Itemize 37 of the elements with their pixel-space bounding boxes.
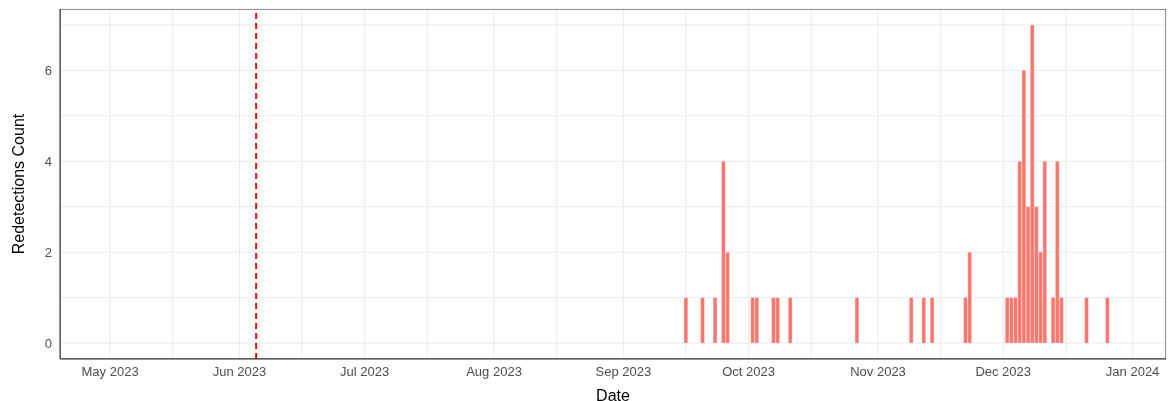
x-tick-label: May 2023	[81, 364, 139, 380]
bar	[788, 297, 793, 344]
bar	[750, 297, 755, 344]
bar	[967, 252, 972, 344]
x-tick-label: Dec 2023	[975, 364, 1032, 380]
bar	[909, 297, 914, 344]
x-tick-label: Oct 2023	[722, 364, 776, 380]
bar	[683, 297, 688, 344]
bar	[700, 297, 705, 344]
bar	[1021, 70, 1026, 344]
x-tick-label: Jul 2023	[340, 364, 390, 380]
bar	[1030, 24, 1035, 344]
bar	[1005, 297, 1010, 344]
x-tick-label: Sep 2023	[595, 364, 652, 380]
bar	[775, 297, 780, 344]
y-tick-label: 4	[44, 153, 52, 169]
bar	[1105, 297, 1110, 344]
bar	[930, 297, 935, 344]
y-tick-label: 2	[44, 244, 52, 260]
bar	[1055, 161, 1060, 344]
y-tick-label: 6	[44, 62, 52, 78]
x-tick-label: Nov 2023	[850, 364, 906, 380]
x-axis-title: Date	[596, 387, 630, 401]
bar	[754, 297, 759, 344]
bar	[854, 297, 860, 344]
bar	[921, 297, 926, 344]
y-tick-label: 0	[44, 335, 52, 351]
bar	[721, 161, 726, 344]
x-tick-label: Aug 2023	[466, 364, 522, 380]
bar	[1042, 161, 1047, 344]
x-tick-label: Jun 2023	[212, 364, 267, 380]
bar	[1084, 297, 1089, 344]
bar	[713, 297, 718, 344]
x-tick-label: Jan 2024	[1105, 364, 1160, 380]
bar	[1009, 297, 1014, 344]
y-axis-title: Redetections Count	[9, 113, 27, 255]
bar	[771, 297, 776, 344]
